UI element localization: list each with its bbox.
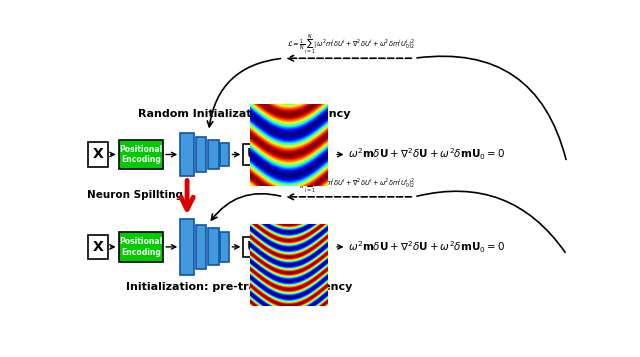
Text: Random Initialization: Random Initialization	[138, 109, 271, 119]
FancyBboxPatch shape	[208, 228, 219, 265]
FancyBboxPatch shape	[180, 219, 194, 275]
Text: X: X	[92, 240, 103, 254]
FancyBboxPatch shape	[118, 140, 163, 169]
Text: $\mathcal{L}=\frac{1}{N}\sum_{i=1}^{N}|\omega^2m^i\delta U^i+\nabla^2\delta U^i+: $\mathcal{L}=\frac{1}{N}\sum_{i=1}^{N}|\…	[287, 172, 415, 195]
Text: Initialization: pre-trained: Initialization: pre-trained	[126, 282, 284, 292]
Text: U: U	[247, 240, 258, 254]
FancyBboxPatch shape	[88, 235, 108, 259]
Text: Low-frequency: Low-frequency	[258, 109, 350, 119]
FancyBboxPatch shape	[243, 145, 262, 165]
FancyBboxPatch shape	[118, 232, 163, 262]
FancyBboxPatch shape	[208, 140, 219, 169]
Text: Positional
Encoding: Positional Encoding	[119, 237, 163, 257]
FancyBboxPatch shape	[196, 137, 206, 172]
Text: Neuron Spillting: Neuron Spillting	[87, 190, 183, 200]
FancyBboxPatch shape	[88, 142, 108, 167]
Text: Positional
Encoding: Positional Encoding	[119, 145, 163, 164]
FancyBboxPatch shape	[196, 225, 206, 269]
Text: $\omega^2\mathbf{m}\delta\mathbf{U}+\nabla^2\delta\mathbf{U}+\omega^2\delta\math: $\omega^2\mathbf{m}\delta\mathbf{U}+\nab…	[348, 239, 505, 255]
Text: $\omega^2\mathbf{m}\delta\mathbf{U}+\nabla^2\delta\mathbf{U}+\omega^2\delta\math: $\omega^2\mathbf{m}\delta\mathbf{U}+\nab…	[348, 147, 505, 162]
FancyBboxPatch shape	[180, 133, 194, 176]
FancyBboxPatch shape	[243, 237, 262, 257]
FancyBboxPatch shape	[220, 143, 230, 166]
Text: High-frequency: High-frequency	[256, 282, 352, 292]
Text: $\mathcal{L}=\frac{1}{N}\sum_{i=1}^{N}|\omega^2m^i\delta U^i+\nabla^2\delta U^i+: $\mathcal{L}=\frac{1}{N}\sum_{i=1}^{N}|\…	[287, 32, 415, 56]
Text: U: U	[247, 147, 258, 161]
Text: X: X	[92, 147, 103, 161]
FancyBboxPatch shape	[220, 232, 230, 262]
